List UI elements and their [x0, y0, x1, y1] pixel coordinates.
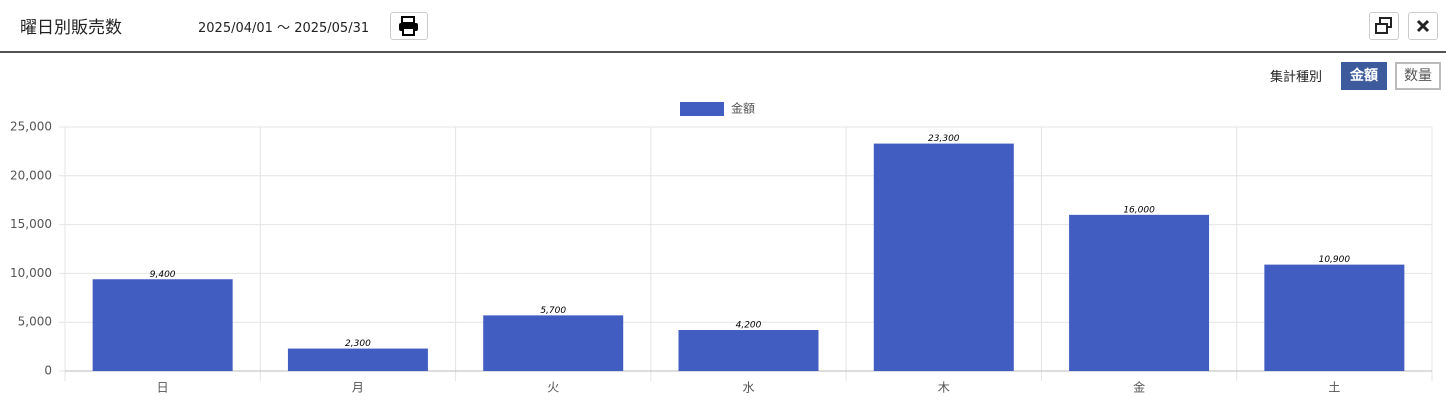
toggle-option[interactable]: 数量 — [1395, 62, 1441, 90]
x-tick-label: 金 — [1133, 380, 1145, 395]
chart: 0 5,000 10,000 15,000 20,000 25,000 金額日 9,400 月 2… — [10, 101, 1433, 395]
bar — [678, 330, 819, 371]
y-tick-label: 0 — [44, 364, 52, 378]
restore-button[interactable] — [1369, 12, 1399, 40]
y-tick-label: 25,000 — [10, 120, 52, 134]
y-tick-label: 10,000 — [10, 266, 52, 280]
bar — [873, 143, 1014, 371]
print-button[interactable] — [390, 12, 428, 40]
print-icon — [399, 16, 418, 36]
title: 曜日別販売数 — [20, 18, 122, 38]
y-tick-label: 20,000 — [10, 168, 52, 182]
close-icon — [1416, 19, 1430, 33]
bar — [287, 348, 428, 371]
legend-label: 金額 — [731, 101, 755, 116]
y-tick-label: 15,000 — [10, 217, 52, 231]
bar — [1264, 264, 1405, 371]
date-range: 2025/04/01 ～ 2025/05/31 — [198, 21, 370, 36]
x-tick-label: 土 — [1328, 381, 1340, 395]
y-tick-label: 5,000 — [18, 315, 52, 329]
x-tick-label: 火 — [547, 381, 559, 395]
value-label: 10,900 — [1319, 255, 1351, 265]
legend-swatch — [680, 102, 724, 116]
value-label: 9,400 — [150, 270, 176, 280]
toggle-option[interactable]: 金額 — [1341, 62, 1387, 90]
toggle-label: 集計種別 — [1270, 70, 1323, 85]
bar — [483, 315, 624, 371]
value-label: 23,300 — [928, 134, 960, 144]
x-tick-label: 水 — [742, 381, 754, 395]
x-tick-label: 木 — [938, 381, 950, 395]
x-tick-label: 月 — [352, 381, 364, 395]
value-label: 16,000 — [1123, 205, 1155, 215]
value-label: 5,700 — [540, 306, 566, 316]
value-label: 4,200 — [736, 321, 762, 331]
close-button[interactable] — [1408, 12, 1438, 40]
bar — [92, 279, 233, 371]
bar — [1069, 214, 1210, 371]
value-label: 2,300 — [345, 339, 371, 349]
restore-icon — [1375, 17, 1392, 34]
x-tick-label: 日 — [157, 381, 169, 395]
header: 曜日別販売数 2025/04/01 ～ 2025/05/31 — [0, 0, 1446, 53]
